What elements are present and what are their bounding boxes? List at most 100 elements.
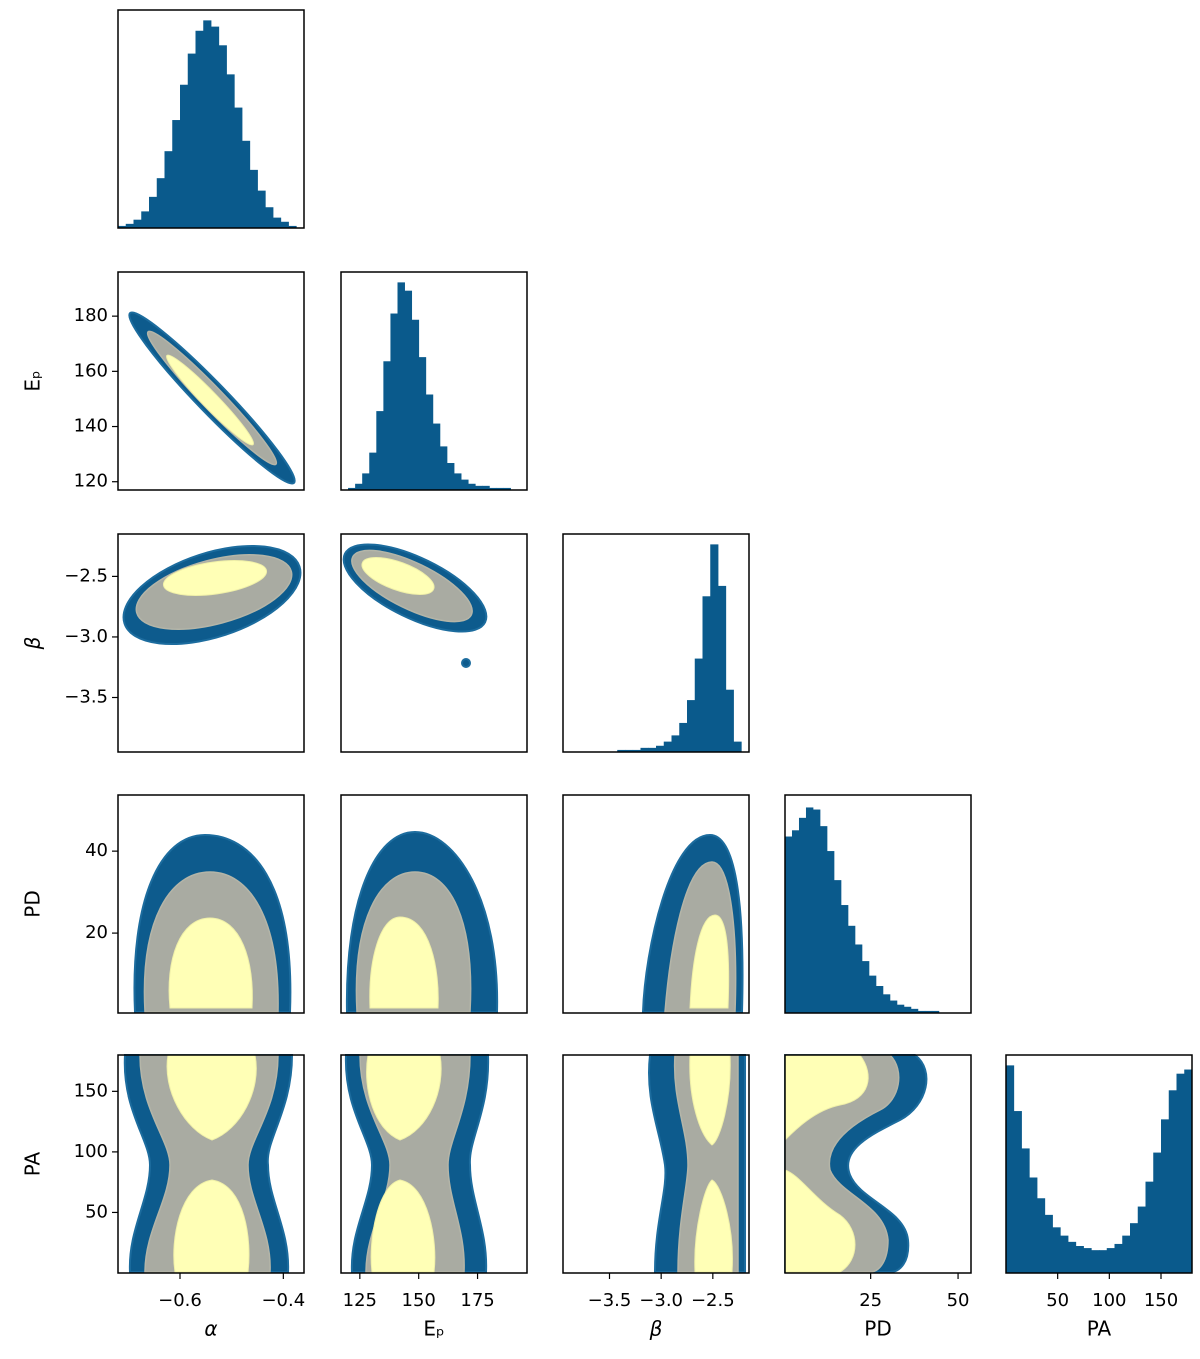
histogram-bar [355, 483, 363, 490]
histogram-bar [496, 487, 504, 490]
histogram-bar [1006, 1065, 1015, 1273]
contours [122, 311, 928, 1273]
panel-frame [562, 533, 750, 753]
panel-frame [340, 271, 528, 491]
histogram-bar [482, 485, 490, 490]
contour [461, 658, 471, 668]
panel-frame [117, 1054, 305, 1274]
histogram-bar [1044, 1214, 1053, 1273]
histogram-bar [868, 975, 877, 1013]
histogram-bar [896, 1004, 905, 1013]
histogram-bar [694, 658, 703, 752]
histogram-bar [439, 446, 448, 490]
x-tick-label: 125 [343, 1290, 377, 1311]
histogram-bar [288, 225, 297, 228]
histogram-bar [854, 944, 863, 1013]
histogram-bar [369, 452, 377, 490]
histogram-bar [118, 225, 127, 228]
panel-frame [562, 1054, 750, 1274]
contour [689, 1054, 731, 1146]
contour [173, 1179, 250, 1273]
histogram-bar [383, 361, 391, 490]
histogram-bar [226, 74, 235, 228]
histogram-bar [1029, 1177, 1038, 1273]
histogram-bar [656, 745, 665, 752]
histogram-bar [882, 994, 891, 1013]
histogram-bar [903, 1006, 912, 1013]
x-tick-label: 25 [859, 1290, 882, 1311]
y-tick-label: 180 [74, 305, 108, 326]
histogram-bar [172, 120, 181, 228]
histogram-bar [257, 190, 266, 228]
histogram-bar [1013, 1111, 1022, 1273]
histogram-bar [362, 473, 370, 490]
histogram-bar [397, 282, 405, 490]
histogram-bar [785, 836, 793, 1013]
histogram-bar [461, 479, 469, 490]
histogram-bar [617, 749, 626, 752]
histogram-bar [710, 544, 719, 752]
contour [366, 1054, 442, 1141]
x-tick-label: 50 [1046, 1290, 1069, 1311]
histogram-bar [454, 473, 462, 490]
histogram-bar [1091, 1250, 1100, 1273]
histogram-bar [889, 1000, 898, 1013]
x-tick-label: −2.5 [691, 1290, 735, 1311]
histogram-bar [910, 1008, 919, 1013]
histogram-bar [663, 741, 672, 752]
histogram-bar [1075, 1246, 1084, 1273]
histogram-bar [1137, 1206, 1146, 1273]
histogram-bar [725, 689, 734, 752]
contour [370, 1179, 436, 1273]
histogram-bar [924, 1010, 933, 1013]
histogram-bar [1130, 1223, 1139, 1273]
panel-frame [1005, 1054, 1193, 1274]
histogram-bar [503, 487, 511, 490]
x-axis-label: PA [1087, 1317, 1112, 1341]
panel-frame [117, 533, 305, 753]
histogram-bar [203, 20, 212, 229]
histogram-bar [1099, 1250, 1108, 1273]
histogram-bar [1068, 1241, 1077, 1273]
histogram-bar [833, 880, 842, 1013]
histogram-bar [195, 30, 204, 229]
contour [689, 914, 730, 1009]
histogram-bar [418, 357, 427, 490]
histogram-bar [242, 140, 251, 228]
panel-frame [340, 794, 528, 1014]
x-tick-label: 150 [1144, 1290, 1178, 1311]
histogram-bar [187, 53, 196, 228]
histogram-bar [376, 411, 384, 490]
x-axis-label: α [204, 1317, 217, 1341]
histogram-bar [432, 423, 441, 490]
histogram-bar [917, 1010, 926, 1013]
x-tick-label: 150 [402, 1290, 436, 1311]
histogram-bar [1021, 1148, 1030, 1273]
x-tick-label: −0.6 [158, 1290, 202, 1311]
histogram-bar [489, 487, 497, 490]
histogram-bar [931, 1010, 940, 1013]
histogram-bar [1052, 1227, 1061, 1273]
histogram-bar [861, 961, 870, 1013]
histogram-bar [812, 809, 821, 1013]
x-tick-label: 100 [1092, 1290, 1126, 1311]
histogram-bar [625, 749, 634, 752]
panel-frame [784, 1054, 972, 1274]
histogram-bar [164, 151, 173, 228]
x-tick-label: −3.0 [639, 1290, 683, 1311]
histogram-bar [156, 178, 165, 228]
histogram-bar [180, 84, 189, 228]
y-tick-label: 120 [74, 471, 108, 492]
histogram-bar [1168, 1090, 1177, 1273]
contour [168, 917, 253, 1009]
histogram-bar [249, 169, 258, 228]
histogram-bar [679, 722, 688, 752]
histogram-bar [468, 483, 476, 490]
x-axis-label: Eₚ [423, 1317, 444, 1341]
histogram-bar [805, 807, 814, 1013]
histogram-bar [475, 485, 483, 490]
y-axis-label: PD [21, 890, 45, 917]
histogram-bar [211, 26, 220, 228]
y-tick-label: 140 [74, 416, 108, 437]
histogram-bar [265, 207, 274, 228]
